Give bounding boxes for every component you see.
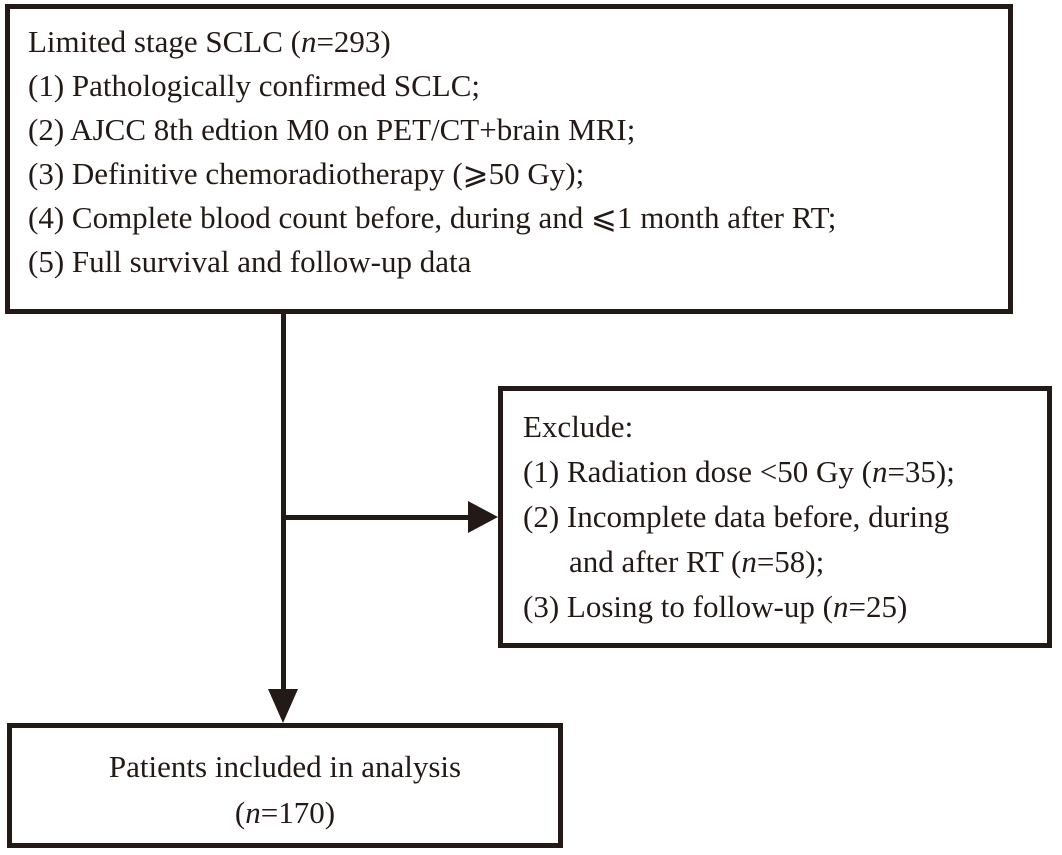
inclusion-item-2: (2) AJCC 8th edtion M0 on PET/CT+brain M…	[28, 112, 636, 147]
exclusion-criteria-box: Exclude: (1) Radiation dose <50 Gy (n=35…	[498, 386, 1052, 648]
inclusion-criteria-box: Limited stage SCLC (n=293) (1) Pathologi…	[5, 4, 1013, 314]
exclusion-item-2-continued: and after RT (n=58);	[569, 544, 825, 579]
main-flow-line	[281, 313, 286, 689]
result-text: Patients included in analysis	[108, 749, 462, 784]
exclusion-item-1: (1) Radiation dose <50 Gy (n=35);	[523, 454, 955, 489]
exclusion-item-3: (3) Losing to follow-up (n=25)	[523, 589, 908, 624]
inclusion-item-4: (4) Complete blood count before, during …	[28, 200, 837, 235]
inclusion-title: Limited stage SCLC (n=293)	[28, 24, 391, 59]
exclusion-title: Exclude:	[523, 409, 634, 444]
branch-flow-line	[281, 515, 471, 520]
inclusion-item-1: (1) Pathologically confirmed SCLC;	[28, 68, 481, 103]
arrowhead-right-icon	[468, 501, 498, 533]
exclusion-item-2: (2) Incomplete data before, during	[523, 499, 950, 534]
result-count: (n=170)	[234, 795, 336, 830]
inclusion-item-3: (3) Definitive chemoradiotherapy (⩾50 Gy…	[28, 156, 585, 191]
arrowhead-down-icon	[268, 689, 298, 723]
analysis-result-box: Patients included in analysis (n=170)	[7, 723, 563, 848]
inclusion-item-5: (5) Full survival and follow-up data	[28, 244, 472, 279]
